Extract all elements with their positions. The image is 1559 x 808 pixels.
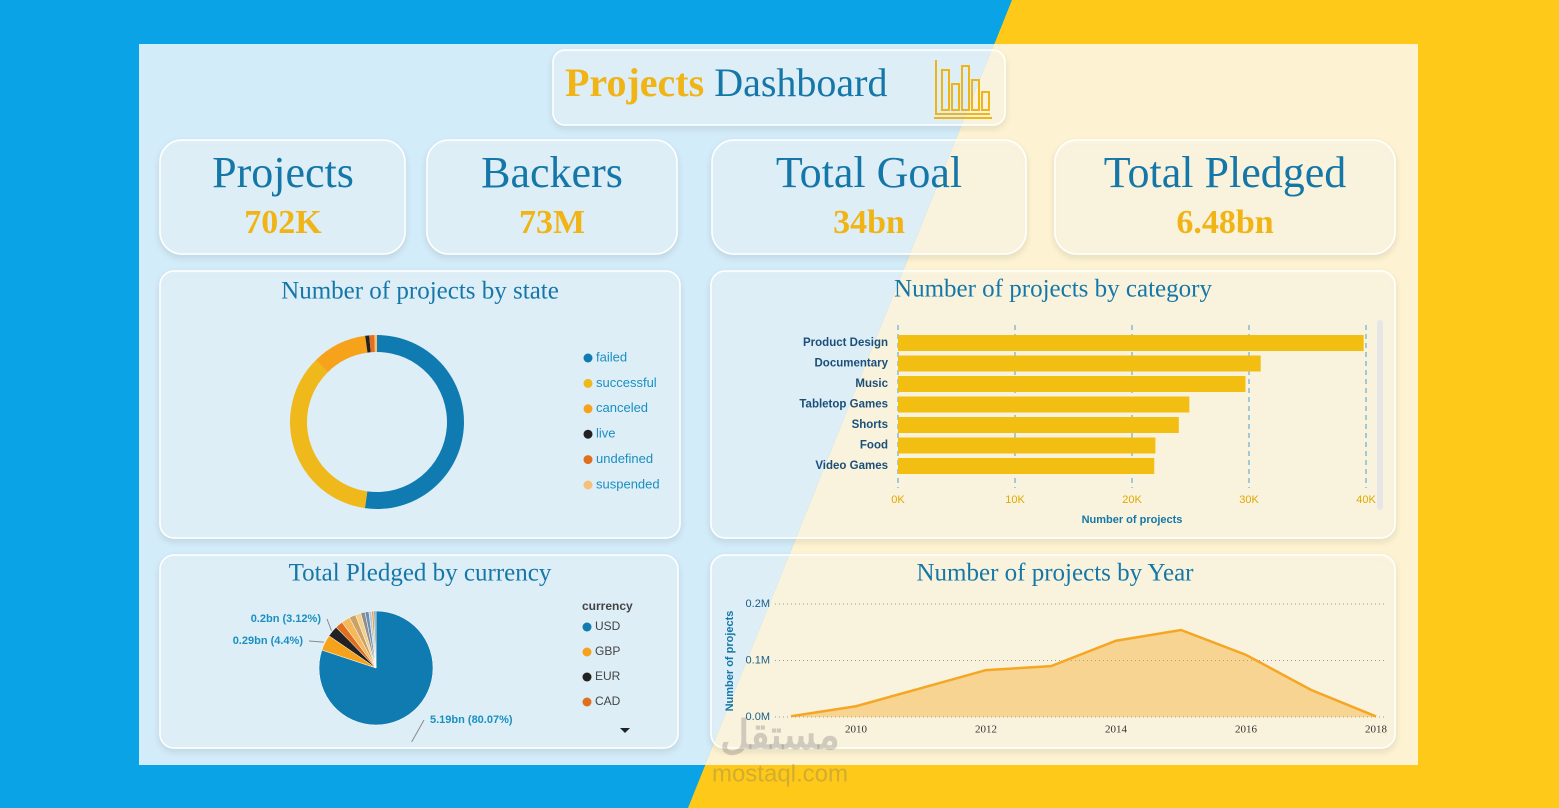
donut-segment <box>315 335 368 373</box>
x-tick-label: 2018 <box>1365 724 1388 736</box>
kpi-value: 34bn <box>833 204 905 241</box>
chart-title: Total Pledged by currency <box>289 560 552 587</box>
legend-label: GBP <box>595 644 620 658</box>
kpi-value: 6.48bn <box>1176 204 1273 241</box>
legend-scroll-arrow[interactable] <box>620 728 630 733</box>
data-label: 0.29bn (4.4%) <box>233 635 304 647</box>
y-tick-label: 0.0M <box>746 711 770 723</box>
title-rest: Dashboard <box>714 60 887 105</box>
donut-segment <box>290 360 368 509</box>
legend-marker <box>583 378 593 388</box>
watermark-arabic: مستقل <box>720 714 840 758</box>
legend-label: EUR <box>595 669 621 683</box>
area-fill <box>791 629 1376 717</box>
y-tick-label: 0.2M <box>746 598 770 610</box>
kpi-value: 73M <box>519 204 585 241</box>
legend-label: undefined <box>596 451 653 466</box>
kpi-label: Total Goal <box>776 148 962 197</box>
label-leader <box>308 640 324 643</box>
y-tick-label: Documentary <box>815 358 889 370</box>
legend-label: live <box>596 426 616 441</box>
data-label: 0.2bn (3.12%) <box>251 613 322 625</box>
area-line <box>790 628 1377 718</box>
kpi-label: Total Pledged <box>1104 148 1347 197</box>
kpi-card <box>159 139 406 255</box>
kpi-card <box>426 139 678 255</box>
x-tick-label: 10K <box>1005 494 1025 506</box>
legend-label: CAD <box>595 694 621 708</box>
bar <box>898 458 1155 474</box>
label-leader <box>411 719 425 743</box>
bar <box>898 335 1364 351</box>
chart-title: Number of projects by state <box>281 278 559 305</box>
y-tick-label: 0.1M <box>746 654 770 666</box>
legend-title: currency <box>582 599 633 613</box>
kpi-label: Backers <box>481 148 623 197</box>
donut-segment <box>365 335 371 353</box>
pie-slice <box>373 610 377 669</box>
chart-title: Number of projects by category <box>894 276 1212 303</box>
title-accent: Projects <box>565 60 704 105</box>
legend-label: failed <box>596 349 627 364</box>
bar <box>898 355 1261 372</box>
legend-marker <box>582 672 592 682</box>
x-tick-label: 20K <box>1122 494 1142 506</box>
header-icon <box>934 60 992 119</box>
x-tick-label: 30K <box>1239 494 1259 506</box>
scrollbar <box>1377 320 1383 510</box>
legend-marker <box>582 622 592 632</box>
bar <box>898 437 1156 454</box>
bar <box>898 376 1246 392</box>
legend-marker <box>583 429 593 439</box>
legend-marker <box>583 455 593 465</box>
donut-segment <box>369 335 375 353</box>
y-tick-label: Shorts <box>852 419 888 431</box>
x-tick-label: 2014 <box>1105 724 1128 736</box>
y-tick-label: Product Design <box>803 337 888 349</box>
x-tick-label: 2016 <box>1235 724 1258 736</box>
y-tick-label: Food <box>860 440 888 452</box>
x-tick-label: 2012 <box>975 724 997 736</box>
bar <box>898 396 1190 413</box>
bar <box>898 417 1179 433</box>
x-tick-label: 40K <box>1356 494 1376 506</box>
kpi-label: Projects <box>212 148 354 197</box>
label-leader <box>326 618 332 631</box>
chart-title: Number of projects by Year <box>916 560 1194 587</box>
y-tick-label: Tabletop Games <box>799 399 888 411</box>
pie-slice <box>318 610 434 726</box>
header-box <box>552 49 1006 126</box>
kpi-value: 702K <box>244 204 322 241</box>
data-label: 5.19bn (80.07%) <box>430 714 513 726</box>
kpi-card <box>1054 139 1396 255</box>
legend-marker <box>582 647 592 657</box>
y-axis-label: Number of projects <box>724 611 736 712</box>
chart-panel <box>159 270 681 539</box>
charts: Projects 702K Backers 73M Total Goal 34bn Tota… <box>212 148 1388 743</box>
legend-marker <box>583 404 593 414</box>
header-title: Projects Dashboard <box>565 60 887 105</box>
legend-label: USD <box>595 619 621 633</box>
donut-segment <box>374 335 377 353</box>
x-axis-label: Number of projects <box>1082 514 1183 526</box>
legend-label: successful <box>596 375 657 390</box>
legend-marker <box>583 480 593 490</box>
legend-marker <box>583 353 593 363</box>
x-tick-label: 0K <box>891 494 905 506</box>
y-tick-label: Music <box>855 378 888 390</box>
kpi-card <box>711 139 1027 255</box>
legend-marker <box>582 697 592 707</box>
watermark-latin: mostaql.com <box>712 760 848 787</box>
legend-label: canceled <box>596 400 648 415</box>
legend-label: suspended <box>596 476 660 491</box>
y-tick-label: Video Games <box>815 460 888 472</box>
x-tick-label: 2010 <box>845 724 868 736</box>
donut-segment <box>364 335 464 509</box>
